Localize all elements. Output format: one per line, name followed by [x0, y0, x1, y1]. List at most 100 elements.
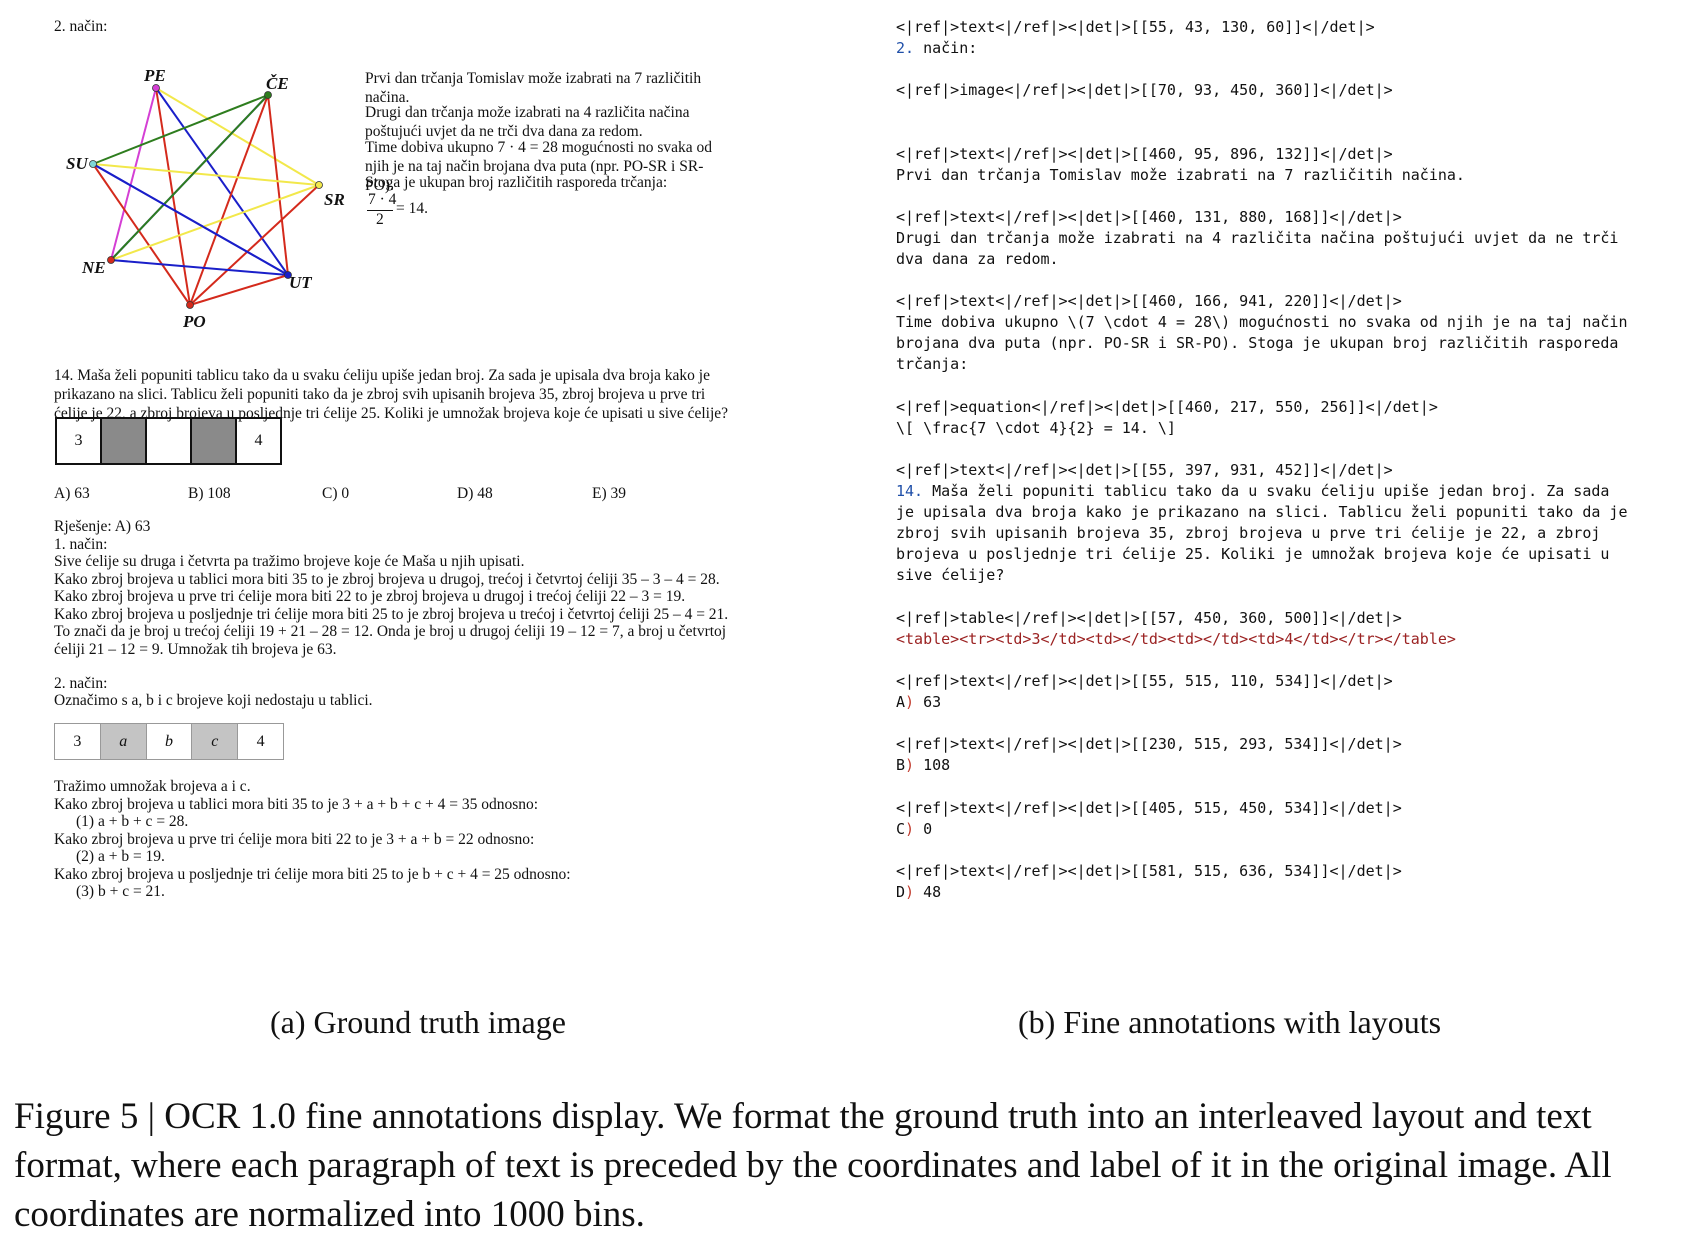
vertex-label-po: PO [183, 312, 206, 331]
choice-value: 108 [914, 756, 951, 774]
table-cell-gray [102, 419, 147, 463]
weekday-graph [89, 84, 323, 309]
table-cell-gray: a [100, 724, 147, 759]
table-cell: 4 [254, 432, 263, 449]
annotation-text: Time dobiva ukupno \(7 \cdot 4 = 28\) mo… [896, 313, 1628, 331]
annotation-text: Prvi dan trčanja Tomislav može izabrati … [896, 166, 1465, 184]
subcaption-a: (a) Ground truth image [270, 1004, 566, 1040]
method-2-intro: Označimo s a, b i c brojeve koji nedosta… [54, 692, 373, 709]
solution-line: 1. način: [54, 535, 108, 553]
graph-edge [155, 87, 320, 186]
heading-method-2: 2. način: [54, 18, 108, 35]
ref-line: <|ref|>text<|/ref|><|det|>[[460, 131, 88… [896, 208, 1402, 226]
solution-line: Kako zbroj brojeva u tablici mora biti 3… [54, 570, 720, 588]
choice-a: A) 63 [54, 485, 90, 502]
variable-table: 3 a b c 4 [54, 723, 284, 760]
ref-line: <|ref|>text<|/ref|><|det|>[[460, 166, 94… [896, 292, 1402, 310]
vertex-label-ce: ČE [266, 74, 289, 93]
fraction-result: = 14. [396, 200, 428, 217]
fraction-numerator: 7 · 4 [368, 191, 397, 208]
question-14: 14. Maša želi popuniti tablicu tako da u… [54, 367, 729, 422]
question-number: 14. [896, 482, 924, 500]
choice-paren: ) [905, 883, 915, 901]
annotation-choice: C) 0 [896, 818, 932, 841]
ground-truth-image-panel: 2. način: PE ČE SU SR NE UT PO Prvi dan … [0, 0, 860, 1000]
ref-line: <|ref|>text<|/ref|><|det|>[[581, 515, 63… [896, 862, 1402, 880]
solution-block: Rješenje: A) 63 1. način: Sive ćelije su… [54, 518, 728, 658]
graph-vertex-pe [152, 84, 160, 92]
annotation-text: zbroj svih upisanih brojeva 35, zbroj br… [896, 524, 1601, 542]
ref-line: <|ref|>table<|/ref|><|det|>[[57, 450, 36… [896, 609, 1402, 627]
table-cell [147, 419, 192, 463]
ref-line: <|ref|>text<|/ref|><|det|>[[55, 397, 931… [896, 461, 1393, 479]
annotation-text-rest: način: [914, 39, 978, 57]
graph-edge [189, 94, 269, 306]
annotation-text: 2. način: [896, 37, 977, 60]
vertex-label-pe: PE [144, 66, 166, 85]
choice-c: C) 0 [322, 485, 350, 502]
choice-letter: C [896, 820, 906, 838]
paragraph-total: Time dobiva ukupno 7 · 4 = 28 mogućnosti… [365, 139, 713, 194]
graph-vertex-ce [264, 91, 272, 99]
table-cell: 3 [57, 419, 102, 463]
fraction-bar [367, 210, 393, 211]
ref-line: <|ref|>text<|/ref|><|det|>[[405, 515, 45… [896, 799, 1402, 817]
graph-vertex-ut [284, 271, 292, 279]
graph-edge [92, 163, 191, 306]
paragraph-conclusion: Stoga je ukupan broj različitih raspored… [365, 174, 668, 191]
choice-paren: ) [905, 756, 915, 774]
graph-edge [110, 87, 157, 261]
graph-vertex-ne [107, 256, 115, 264]
table-cell-gray: c [192, 724, 239, 759]
subcaption-b: (b) Fine annotations with layouts [1018, 1004, 1442, 1040]
annotation-text: trčanja: [896, 355, 969, 373]
annotation-text: je upisala dva broja kako je prikazano n… [896, 503, 1628, 521]
method-2-line: Tražimo umnožak brojeva a i c. [54, 778, 251, 795]
annotation-text: 14. Maša želi popuniti tablicu tako da u… [896, 480, 1609, 503]
vertex-label-ne: NE [82, 258, 106, 277]
table-cell: 3 [55, 724, 101, 759]
solution-line: Kako zbroj brojeva u posljednje tri ćeli… [54, 605, 729, 623]
choice-paren: ) [905, 820, 915, 838]
graph-edge [110, 259, 289, 276]
section-number: 2. [896, 39, 915, 57]
annotation-text-rest: Maša želi popuniti tablicu tako da u sva… [923, 482, 1610, 500]
choice-value: 63 [914, 693, 942, 711]
paragraph-second-day: Drugi dan trčanja može izabrati na 4 raz… [365, 104, 690, 140]
ref-line: <|ref|>text<|/ref|><|det|>[[230, 515, 29… [896, 735, 1402, 753]
vertex-label-su: SU [66, 154, 88, 173]
annotation-equation: \[ \frac{7 \cdot 4}{2} = 14. \] [896, 419, 1176, 437]
method-2-line: Kako zbroj brojeva u prve tri ćelije mor… [54, 830, 535, 848]
method-2-line: Kako zbroj brojeva u posljednje tri ćeli… [54, 865, 571, 883]
graph-edge [110, 94, 269, 261]
solution-line: To znači da je broj u trećoj ćeliji 19 +… [54, 623, 727, 640]
method-2-line: (2) a + b = 19. [76, 848, 165, 865]
ref-line: <|ref|>text<|/ref|><|det|>[[55, 515, 110… [896, 672, 1393, 690]
graph-edge [267, 94, 289, 276]
solution-line: ćeliji 21 – 12 = 9. Umnožak tih brojeva … [54, 640, 337, 658]
choice-value: 0 [914, 820, 933, 838]
method-2-line: Kako zbroj brojeva u tablici mora biti 3… [54, 795, 539, 813]
choice-paren: ) [905, 693, 915, 711]
solution-line: Sive ćelije su druga i četvrta pa tražim… [54, 553, 525, 570]
choice-value: 48 [914, 883, 942, 901]
figure-caption: Figure 5 | OCR 1.0 fine annotations disp… [14, 1096, 1612, 1235]
ref-line: <|ref|>text<|/ref|><|det|>[[460, 95, 896… [896, 145, 1393, 163]
choice-d: D) 48 [457, 485, 493, 502]
graph-edge [155, 87, 289, 276]
choice-letter: A [896, 693, 906, 711]
graph-edge [92, 163, 320, 186]
graph-edge [110, 184, 320, 261]
annotation-choice: A) 63 [896, 691, 941, 714]
method-2-block: Tražimo umnožak brojeva a i c. Kako zbro… [54, 778, 571, 901]
ref-line: <|ref|>text<|/ref|><|det|>[[55, 43, 130,… [896, 18, 1375, 36]
fraction-denominator: 2 [376, 211, 384, 228]
choice-b: B) 108 [188, 485, 231, 502]
method-2-title: 2. način: [54, 675, 108, 692]
ref-line: <|ref|>image<|/ref|><|det|>[[70, 93, 450… [896, 81, 1393, 99]
choice-e: E) 39 [592, 485, 627, 502]
solution-line: Kako zbroj brojeva u prve tri ćelije mor… [54, 588, 686, 605]
graph-edge [92, 163, 289, 276]
method-2-line: (3) b + c = 21. [76, 883, 165, 900]
method-2-line: (1) a + b + c = 28. [76, 813, 189, 830]
